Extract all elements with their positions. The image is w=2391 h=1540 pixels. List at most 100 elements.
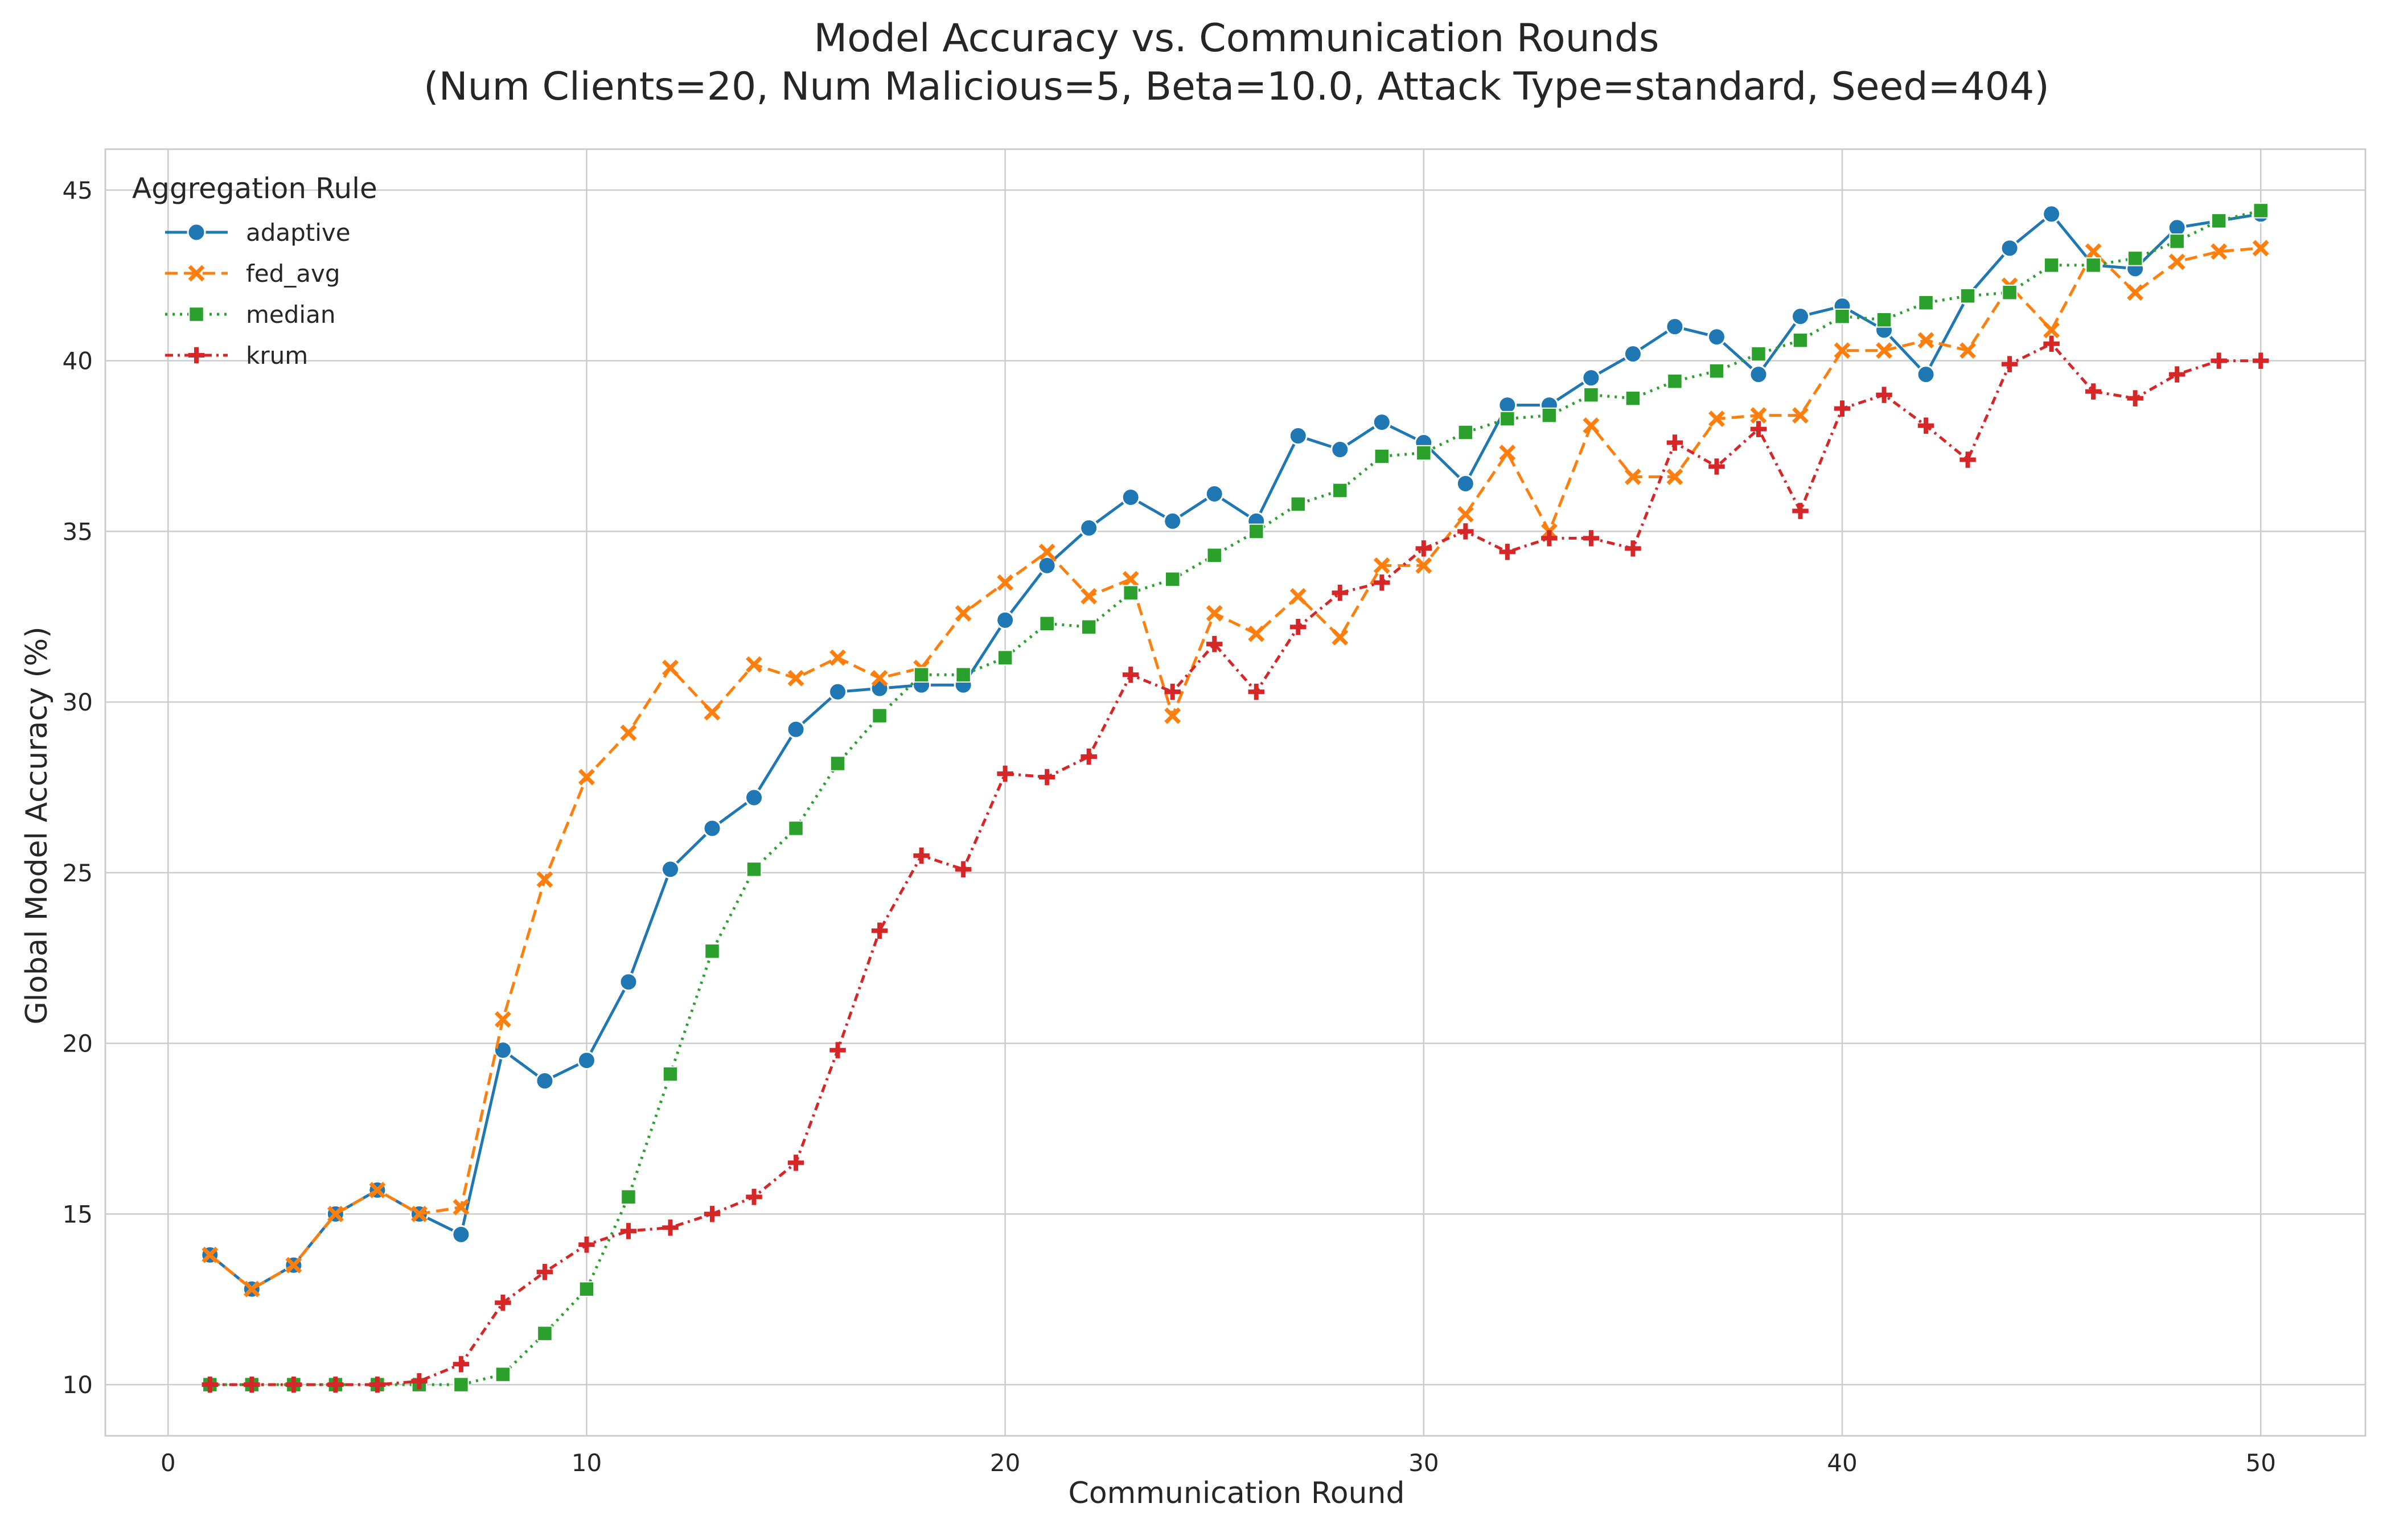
median-point: [1081, 619, 1097, 635]
fed_avg-point: [1499, 445, 1516, 462]
krum-point: [955, 861, 972, 878]
fed_avg-point: [1289, 588, 1307, 605]
fed_avg-point: [1666, 469, 1683, 485]
krum-point: [244, 1376, 260, 1393]
median-point: [997, 650, 1013, 666]
x-axis-label: Communication Round: [1069, 1476, 1405, 1510]
legend-marker: [188, 347, 205, 364]
adaptive-point: [1288, 426, 1308, 446]
fed_avg-point: [1959, 342, 1977, 359]
median-point: [913, 667, 930, 683]
adaptive-point: [1916, 365, 1936, 384]
fed_avg-point: [1122, 570, 1139, 588]
fed_avg-point: [1248, 625, 1265, 642]
adaptive-point: [1665, 317, 1685, 336]
fed_avg-point: [285, 1256, 302, 1274]
adaptive-point: [2042, 204, 2061, 224]
krum-point: [285, 1376, 302, 1393]
median-point: [955, 667, 971, 683]
median-point: [495, 1366, 511, 1382]
fed_avg-point: [2168, 253, 2185, 270]
y-tick-label: 35: [63, 518, 93, 545]
fed_avg-line: [209, 247, 2261, 1291]
fed_avg-point: [1708, 410, 1725, 428]
krum-point: [1750, 421, 1767, 437]
fed_avg-point: [746, 656, 763, 673]
median-point: [872, 708, 888, 724]
x-tick-label: 0: [161, 1449, 176, 1477]
y-tick-label: 15: [63, 1200, 93, 1228]
fed_avg-point: [2211, 243, 2228, 260]
krum-point: [2085, 383, 2102, 400]
fed_avg-point: [1332, 629, 1349, 646]
fed_avg-point: [327, 1205, 344, 1222]
median-point: [1876, 311, 1892, 328]
legend-marker: [187, 223, 206, 242]
krum-point: [662, 1219, 679, 1236]
fed_avg-point: [2127, 284, 2144, 301]
median-point: [1918, 295, 1934, 311]
y-tick-label: 20: [63, 1030, 93, 1058]
krum-point: [1834, 400, 1851, 417]
adaptive-point: [1330, 440, 1350, 459]
fed_avg-point: [1415, 557, 1432, 574]
krum-point: [620, 1223, 637, 1239]
fed_avg-point: [1373, 557, 1390, 574]
adaptive-point: [1205, 484, 1224, 503]
krum-point: [2211, 352, 2227, 369]
fed_avg-point: [1834, 342, 1851, 359]
krum-point: [1038, 769, 1055, 786]
krum-point: [578, 1237, 595, 1253]
adaptive-point: [2000, 239, 2019, 258]
median-point: [578, 1281, 595, 1297]
krum-point: [1457, 523, 1474, 540]
krum-point: [495, 1294, 511, 1311]
krum-point: [1499, 544, 1516, 560]
adaptive-point: [1163, 511, 1182, 531]
krum-point: [369, 1376, 386, 1393]
median-point: [2085, 257, 2101, 273]
krum-point: [1332, 585, 1349, 601]
krum-point: [1708, 458, 1725, 475]
krum-point: [2127, 390, 2143, 406]
krum-point: [1374, 574, 1390, 591]
fed_avg-point: [1917, 332, 1934, 349]
krum-point: [2252, 352, 2269, 369]
median-point: [2043, 257, 2060, 273]
median-point: [1541, 407, 1558, 424]
adaptive-point: [661, 860, 680, 879]
median-point: [1751, 346, 1766, 362]
chart-title: Model Accuracy vs. Communication Rounds: [814, 16, 1659, 61]
adaptive-point: [577, 1051, 596, 1070]
median-point: [2169, 233, 2185, 249]
adaptive-point: [1791, 307, 1810, 326]
krum-point: [997, 765, 1013, 782]
krum-point: [2001, 356, 2018, 372]
fed_avg-point: [578, 769, 595, 786]
median-point: [1792, 332, 1809, 348]
adaptive-point: [619, 972, 638, 992]
krum-point: [1959, 451, 1976, 468]
adaptive-point: [1121, 487, 1140, 507]
adaptive-point: [1749, 365, 1768, 384]
fed_avg-point: [202, 1246, 219, 1263]
tick-labels: 0 10 20 30 40 50 10 15 20 25 30 35 40 45: [63, 176, 2276, 1477]
fed_avg-point: [620, 724, 637, 741]
y-tick-label: 10: [63, 1371, 93, 1399]
krum-point: [327, 1376, 344, 1393]
median-point: [788, 820, 804, 836]
adaptive-point: [786, 720, 806, 739]
median-point: [1708, 363, 1725, 379]
fed_avg-point: [1206, 605, 1223, 622]
legend-title: Aggregation Rule: [132, 172, 377, 205]
legend-label: fed_avg: [246, 260, 340, 288]
fed_avg-point: [1583, 417, 1600, 434]
legend-item-median: median: [165, 301, 335, 328]
y-tick-label: 30: [63, 688, 93, 716]
krum-point: [1164, 683, 1181, 700]
krum-point: [1917, 417, 1934, 434]
legend-marker: [188, 306, 204, 322]
krum-point: [871, 922, 888, 939]
median-point: [2253, 203, 2269, 219]
